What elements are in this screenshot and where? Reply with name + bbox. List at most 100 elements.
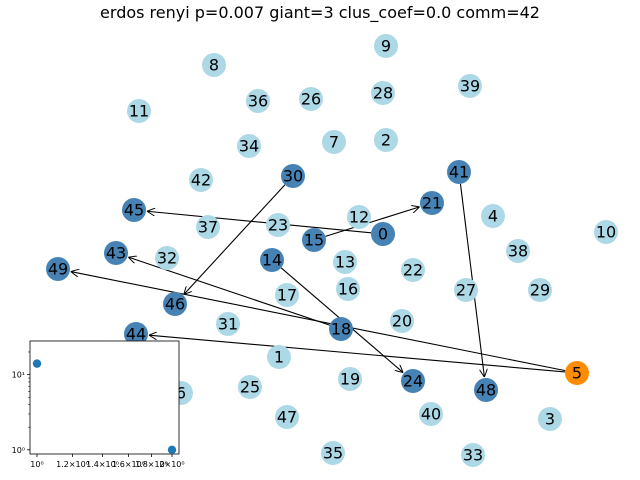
node-circle-8 bbox=[202, 53, 226, 77]
node-circle-5 bbox=[565, 361, 589, 385]
edge-30-46 bbox=[184, 184, 286, 295]
node-circle-18 bbox=[329, 317, 353, 341]
node-circle-29 bbox=[528, 278, 552, 302]
node-26: 26 bbox=[299, 87, 323, 111]
node-circle-4 bbox=[481, 204, 505, 228]
node-label-11: 11 bbox=[129, 102, 149, 121]
node-circle-11 bbox=[127, 99, 151, 123]
node-label-41: 41 bbox=[449, 163, 469, 182]
degree-distribution-inset: 10⁰ 10¹ 10⁰ 1.2×10⁰1.4×10⁰1.6×10⁰1.8×10⁰2×1… bbox=[12, 340, 185, 469]
node-label-38: 38 bbox=[508, 242, 528, 261]
node-circle-37 bbox=[196, 215, 220, 239]
node-16: 16 bbox=[336, 277, 360, 301]
node-label-45: 45 bbox=[124, 201, 144, 220]
node-5: 5 bbox=[565, 361, 589, 385]
node-22: 22 bbox=[401, 258, 425, 282]
edge-0-45 bbox=[147, 211, 372, 234]
node-9: 9 bbox=[374, 34, 398, 58]
inset-y-tick-label: 10⁰ bbox=[12, 446, 25, 455]
node-39: 39 bbox=[458, 74, 482, 98]
node-label-17: 17 bbox=[277, 286, 297, 305]
node-14: 14 bbox=[260, 248, 284, 272]
node-11: 11 bbox=[127, 99, 151, 123]
figure-title: erdos renyi p=0.007 giant=3 clus_coef=0.… bbox=[100, 3, 540, 23]
node-circle-7 bbox=[322, 130, 346, 154]
node-label-30: 30 bbox=[283, 167, 303, 186]
node-7: 7 bbox=[322, 130, 346, 154]
node-28: 28 bbox=[371, 81, 395, 105]
node-circle-46 bbox=[163, 292, 187, 316]
nodes-layer: 0123456789101112131415161718192021222324… bbox=[46, 34, 618, 467]
node-circle-28 bbox=[371, 81, 395, 105]
node-label-33: 33 bbox=[463, 446, 483, 465]
node-circle-14 bbox=[260, 248, 284, 272]
node-circle-27 bbox=[454, 278, 478, 302]
node-23: 23 bbox=[266, 213, 290, 237]
node-circle-12 bbox=[347, 205, 371, 229]
inset-x-tick-label: 1.6×10⁰ bbox=[112, 460, 145, 469]
node-label-0: 0 bbox=[378, 225, 388, 244]
node-circle-19 bbox=[338, 367, 362, 391]
node-label-25: 25 bbox=[240, 378, 260, 397]
node-circle-17 bbox=[275, 283, 299, 307]
node-circle-13 bbox=[333, 250, 357, 274]
inset-point-0 bbox=[32, 359, 42, 368]
node-label-15: 15 bbox=[304, 231, 324, 250]
node-label-36: 36 bbox=[248, 92, 268, 111]
node-31: 31 bbox=[216, 312, 240, 336]
node-circle-42 bbox=[189, 168, 213, 192]
node-label-31: 31 bbox=[218, 315, 238, 334]
node-44: 44 bbox=[124, 322, 148, 346]
node-21: 21 bbox=[420, 191, 444, 215]
node-circle-15 bbox=[302, 228, 326, 252]
node-label-29: 29 bbox=[530, 281, 550, 300]
node-36: 36 bbox=[246, 89, 270, 113]
node-label-32: 32 bbox=[157, 249, 177, 268]
edge-15-21 bbox=[325, 207, 419, 237]
node-label-8: 8 bbox=[209, 56, 219, 75]
node-label-10: 10 bbox=[596, 223, 616, 242]
node-label-40: 40 bbox=[421, 405, 441, 424]
node-label-37: 37 bbox=[198, 218, 218, 237]
node-45: 45 bbox=[122, 198, 146, 222]
node-circle-40 bbox=[419, 402, 443, 426]
node-circle-21 bbox=[420, 191, 444, 215]
node-33: 33 bbox=[461, 443, 485, 467]
node-20: 20 bbox=[390, 309, 414, 333]
node-30: 30 bbox=[281, 164, 305, 188]
node-0: 0 bbox=[371, 222, 395, 246]
node-circle-48 bbox=[474, 378, 498, 402]
node-42: 42 bbox=[189, 168, 213, 192]
inset-x-tick-label: 10⁰ bbox=[30, 460, 43, 469]
node-circle-30 bbox=[281, 164, 305, 188]
node-circle-41 bbox=[447, 160, 471, 184]
inset-x-tick-label: 1.2×10⁰ bbox=[56, 460, 89, 469]
node-label-42: 42 bbox=[191, 171, 211, 190]
node-circle-20 bbox=[390, 309, 414, 333]
node-circle-36 bbox=[246, 89, 270, 113]
node-circle-31 bbox=[216, 312, 240, 336]
node-circle-1 bbox=[267, 345, 291, 369]
inset-y-tick-label: 10¹ bbox=[12, 371, 25, 380]
node-circle-25 bbox=[238, 375, 262, 399]
node-label-23: 23 bbox=[268, 216, 288, 235]
node-label-6: 6 bbox=[176, 384, 186, 403]
edge-5-49 bbox=[71, 272, 566, 372]
node-label-3: 3 bbox=[545, 410, 555, 429]
node-label-46: 46 bbox=[165, 295, 185, 314]
node-13: 13 bbox=[333, 250, 357, 274]
node-circle-10 bbox=[594, 220, 618, 244]
node-18: 18 bbox=[329, 317, 353, 341]
node-46: 46 bbox=[163, 292, 187, 316]
node-label-4: 4 bbox=[488, 207, 498, 226]
node-label-49: 49 bbox=[48, 260, 68, 279]
inset-point-1 bbox=[167, 445, 177, 455]
node-label-39: 39 bbox=[460, 77, 480, 96]
node-circle-26 bbox=[299, 87, 323, 111]
node-15: 15 bbox=[302, 228, 326, 252]
node-47: 47 bbox=[275, 405, 299, 429]
node-label-13: 13 bbox=[335, 253, 355, 272]
node-label-24: 24 bbox=[403, 372, 423, 391]
node-circle-47 bbox=[275, 405, 299, 429]
inset-x-tick-label: 1.4×10⁰ bbox=[86, 460, 119, 469]
